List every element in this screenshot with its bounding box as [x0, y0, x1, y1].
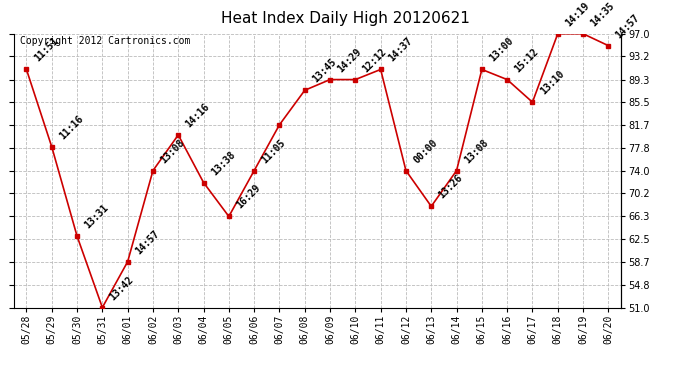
Text: 14:57: 14:57 [614, 12, 642, 40]
Text: Copyright 2012 Cartronics.com: Copyright 2012 Cartronics.com [20, 36, 190, 46]
Text: Heat Index Daily High 20120621: Heat Index Daily High 20120621 [221, 11, 469, 26]
Text: 14:37: 14:37 [386, 36, 414, 64]
Text: 13:42: 13:42 [108, 274, 136, 302]
Text: 13:08: 13:08 [159, 137, 186, 165]
Text: 11:05: 11:05 [259, 137, 288, 165]
Text: 13:26: 13:26 [437, 173, 464, 201]
Text: 15:12: 15:12 [513, 46, 540, 74]
Text: 00:00: 00:00 [411, 137, 440, 165]
Text: 16:29: 16:29 [235, 183, 262, 211]
Text: 14:57: 14:57 [133, 228, 161, 256]
Text: 13:08: 13:08 [462, 137, 490, 165]
Text: 13:38: 13:38 [209, 149, 237, 177]
Text: 14:19: 14:19 [563, 0, 591, 28]
Text: 14:29: 14:29 [335, 46, 364, 74]
Text: 14:35: 14:35 [589, 0, 616, 28]
Text: 14:16: 14:16 [184, 102, 212, 129]
Text: 13:10: 13:10 [538, 69, 566, 97]
Text: 11:16: 11:16 [57, 113, 85, 141]
Text: 13:45: 13:45 [310, 57, 338, 85]
Text: 13:00: 13:00 [487, 36, 515, 64]
Text: 11:51: 11:51 [32, 36, 60, 64]
Text: 12:12: 12:12 [361, 46, 388, 74]
Text: 13:31: 13:31 [83, 203, 110, 231]
